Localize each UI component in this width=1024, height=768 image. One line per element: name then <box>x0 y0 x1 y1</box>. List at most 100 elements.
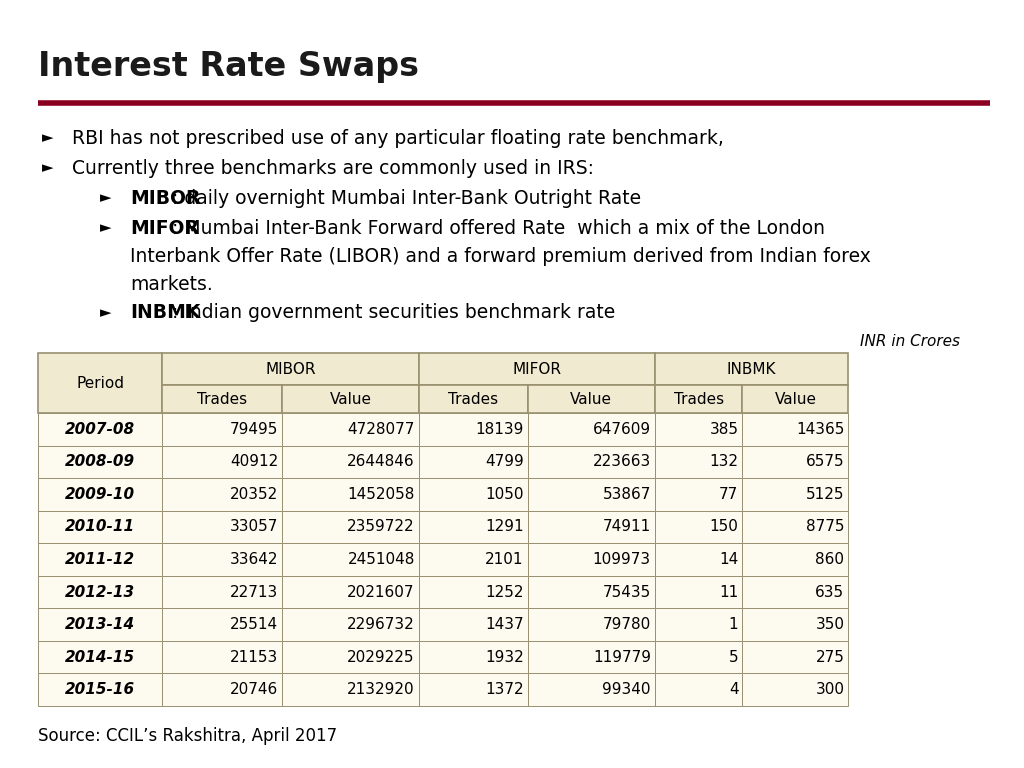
Bar <box>654 576 742 608</box>
Text: 33642: 33642 <box>229 552 279 567</box>
Bar <box>283 576 419 608</box>
Text: 1: 1 <box>729 617 738 632</box>
Text: 74911: 74911 <box>602 519 651 535</box>
Bar <box>419 674 527 706</box>
Text: 5: 5 <box>729 650 738 664</box>
Text: 20746: 20746 <box>230 682 279 697</box>
Text: INBMK: INBMK <box>727 362 776 376</box>
Text: 119779: 119779 <box>593 650 651 664</box>
Bar <box>419 608 527 641</box>
Bar <box>742 413 849 445</box>
Bar <box>163 385 283 413</box>
Text: ►: ► <box>42 161 53 176</box>
Bar <box>654 511 742 543</box>
Text: 25514: 25514 <box>230 617 279 632</box>
Bar <box>742 608 849 641</box>
Bar <box>163 445 283 478</box>
Text: Trades: Trades <box>674 392 724 406</box>
Text: Value: Value <box>570 392 612 406</box>
Text: 11: 11 <box>719 584 738 600</box>
Text: RBI has not prescribed use of any particular floating rate benchmark,: RBI has not prescribed use of any partic… <box>72 128 724 147</box>
Text: 2029225: 2029225 <box>347 650 415 664</box>
Text: 2132920: 2132920 <box>347 682 415 697</box>
Text: ►: ► <box>100 220 112 236</box>
Text: 300: 300 <box>815 682 845 697</box>
Text: 6575: 6575 <box>806 455 845 469</box>
Text: 75435: 75435 <box>602 584 651 600</box>
Bar <box>742 543 849 576</box>
Bar <box>419 576 527 608</box>
Bar <box>654 543 742 576</box>
Bar <box>742 576 849 608</box>
Text: 79780: 79780 <box>602 617 651 632</box>
Bar <box>527 445 654 478</box>
Text: 18139: 18139 <box>475 422 523 437</box>
Bar <box>163 413 283 445</box>
Text: 5125: 5125 <box>806 487 845 502</box>
Text: 350: 350 <box>815 617 845 632</box>
Bar <box>742 478 849 511</box>
Text: 33057: 33057 <box>230 519 279 535</box>
Text: 79495: 79495 <box>230 422 279 437</box>
Text: 8775: 8775 <box>806 519 845 535</box>
Bar <box>527 511 654 543</box>
Bar <box>283 413 419 445</box>
Text: MIFOR: MIFOR <box>130 219 199 237</box>
Text: 1252: 1252 <box>485 584 523 600</box>
Text: Source: CCIL’s Rakshitra, April 2017: Source: CCIL’s Rakshitra, April 2017 <box>38 727 337 745</box>
Text: 40912: 40912 <box>230 455 279 469</box>
Text: MIBOR: MIBOR <box>265 362 315 376</box>
Text: 2101: 2101 <box>485 552 523 567</box>
Bar <box>527 385 654 413</box>
Bar <box>419 353 654 385</box>
Text: 1932: 1932 <box>484 650 523 664</box>
Bar <box>283 511 419 543</box>
Bar <box>742 511 849 543</box>
Text: 2015-16: 2015-16 <box>66 682 135 697</box>
Bar <box>283 478 419 511</box>
Bar <box>654 674 742 706</box>
Text: 20352: 20352 <box>230 487 279 502</box>
Bar <box>38 576 163 608</box>
Text: 4728077: 4728077 <box>347 422 415 437</box>
Bar <box>419 413 527 445</box>
Bar <box>163 543 283 576</box>
Bar <box>38 353 163 413</box>
Text: Trades: Trades <box>449 392 499 406</box>
Text: 1050: 1050 <box>485 487 523 502</box>
Text: 2014-15: 2014-15 <box>66 650 135 664</box>
Text: 4: 4 <box>729 682 738 697</box>
Text: 2011-12: 2011-12 <box>66 552 135 567</box>
Text: 2008-09: 2008-09 <box>66 455 135 469</box>
Text: 2359722: 2359722 <box>347 519 415 535</box>
Text: 1437: 1437 <box>485 617 523 632</box>
Text: ►: ► <box>100 190 112 206</box>
Bar <box>163 353 419 385</box>
Text: : Mumbai Inter-Bank Forward offered Rate  which a mix of the London: : Mumbai Inter-Bank Forward offered Rate… <box>172 219 825 237</box>
Bar <box>527 543 654 576</box>
Text: Interbank Offer Rate (LIBOR) and a forward premium derived from Indian forex: Interbank Offer Rate (LIBOR) and a forwa… <box>130 247 870 266</box>
Text: 150: 150 <box>710 519 738 535</box>
Bar <box>654 445 742 478</box>
Text: INBMK: INBMK <box>130 303 201 323</box>
Bar <box>419 641 527 674</box>
Text: 1291: 1291 <box>485 519 523 535</box>
Text: ►: ► <box>100 306 112 320</box>
Text: : daily overnight Mumbai Inter-Bank Outright Rate: : daily overnight Mumbai Inter-Bank Outr… <box>172 188 641 207</box>
Bar <box>283 641 419 674</box>
Bar <box>654 353 849 385</box>
Bar <box>163 576 283 608</box>
Bar <box>654 413 742 445</box>
Bar <box>163 478 283 511</box>
Bar <box>38 445 163 478</box>
Text: 132: 132 <box>710 455 738 469</box>
Bar <box>163 608 283 641</box>
Text: Period: Period <box>76 376 124 390</box>
Text: 2296732: 2296732 <box>347 617 415 632</box>
Bar <box>283 674 419 706</box>
Bar <box>654 385 742 413</box>
Bar <box>527 674 654 706</box>
Text: ►: ► <box>42 131 53 145</box>
Bar <box>38 674 163 706</box>
Bar <box>419 445 527 478</box>
